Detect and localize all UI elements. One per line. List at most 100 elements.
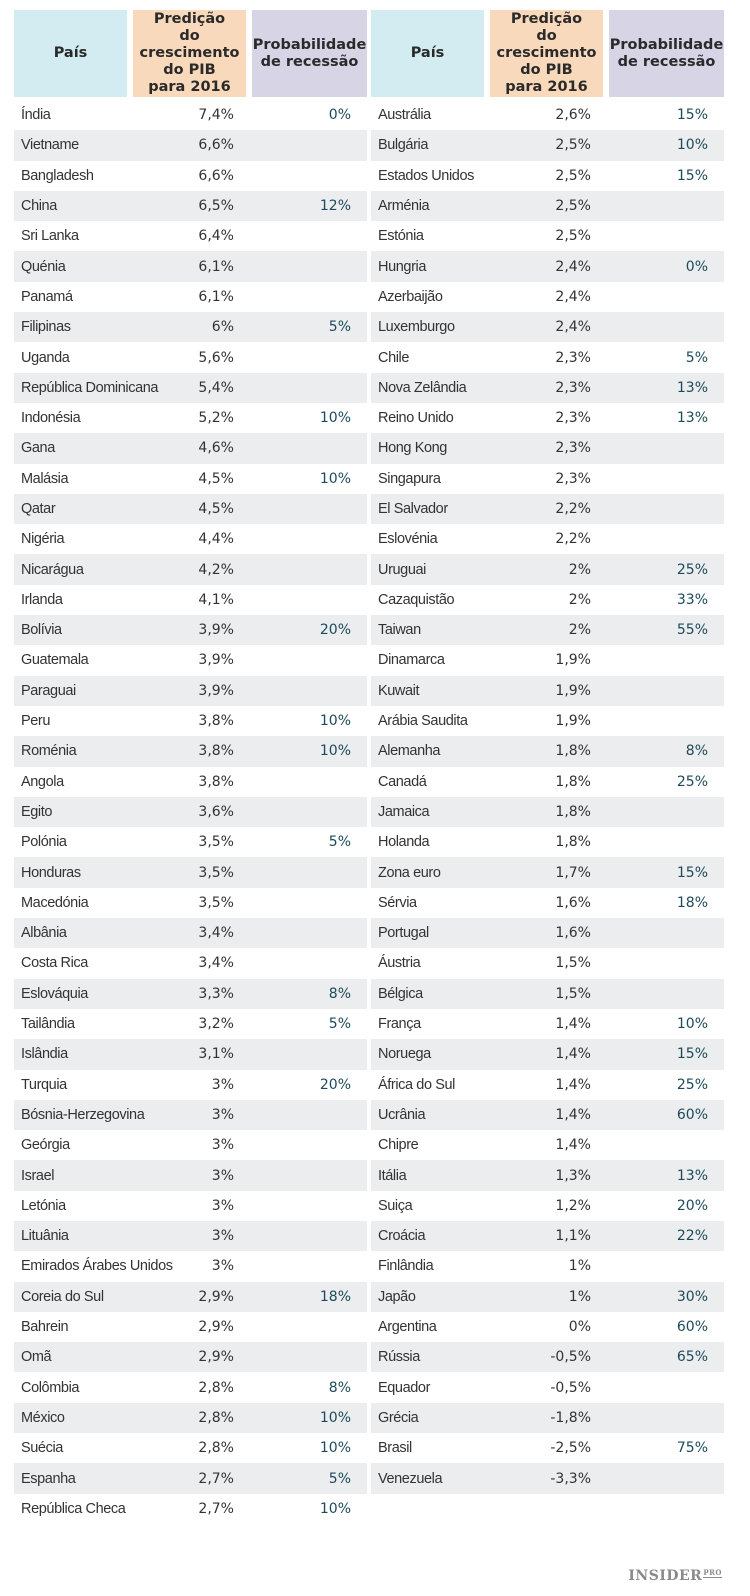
country-cell: Nova Zelândia (378, 379, 467, 396)
country-cell: Indonésia (21, 410, 81, 427)
country-cell: Quénia (21, 258, 66, 275)
country-cell: Gana (21, 440, 55, 457)
gdp-header: Predição do crescimento do PIB para 2016 (133, 10, 246, 97)
country-cell: Sri Lanka (21, 228, 79, 245)
recession-cell: 10% (319, 1440, 351, 1457)
country-cell: Bósnia-Herzegovina (21, 1106, 145, 1123)
gdp-cell: 1,4% (555, 1046, 591, 1063)
gdp-cell: 2,3% (555, 470, 591, 487)
table-row: Zona euro 1,7% 15% (371, 857, 724, 888)
table-row: Hungria 2,4% 0% (371, 251, 724, 282)
recession-cell: 10% (319, 713, 351, 730)
country-cell: Argentina (378, 1319, 437, 1336)
table-row: Austrália 2,6% 15% (371, 100, 724, 130)
recession-cell: 33% (676, 591, 708, 608)
country-cell: Eslováquia (21, 985, 88, 1002)
table-row: Suécia 2,8% 10% (14, 1433, 367, 1463)
recession-header: Probabilidade de recessão (252, 10, 367, 97)
country-cell: Japão (378, 1288, 416, 1305)
country-cell: Cazaquistão (378, 591, 455, 608)
gdp-cell: -1,8% (550, 1409, 591, 1426)
recession-cell: 13% (676, 379, 708, 396)
table-row: Azerbaijão 2,4% (371, 282, 724, 312)
recession-cell: 25% (676, 561, 708, 578)
gdp-cell: 2,3% (555, 379, 591, 396)
country-cell: Dinamarca (378, 652, 445, 669)
table-row: Albânia 3,4% (14, 918, 367, 949)
gdp-cell: 3% (211, 1106, 234, 1123)
gdp-cell: -2,5% (550, 1440, 591, 1457)
gdp-cell: 2% (568, 622, 591, 639)
country-cell: Bélgica (378, 985, 423, 1002)
table-row: Grécia -1,8% (371, 1402, 724, 1434)
gdp-cell: 3,5% (198, 834, 234, 851)
gdp-cell: 3,9% (198, 622, 234, 639)
insider-pro-logo: INSIDERPRO (628, 1568, 722, 1584)
table-row: Bélgica 1,5% (371, 978, 724, 1009)
table-row: Nicarágua 4,2% (14, 554, 367, 585)
gdp-cell: 1,9% (555, 682, 591, 699)
table-row: México 2,8% 10% (14, 1402, 367, 1434)
table-row: Bulgária 2,5% 10% (371, 130, 724, 161)
table-row: Suiça 1,2% 20% (371, 1191, 724, 1221)
recession-cell: 10% (319, 1500, 351, 1517)
table-row: Malásia 4,5% 10% (14, 464, 367, 494)
table-row: Itália 1,3% 13% (371, 1160, 724, 1191)
gdp-cell: 3,5% (198, 864, 234, 881)
table-row: Uruguai 2% 25% (371, 554, 724, 585)
country-cell: Luxemburgo (378, 319, 455, 336)
gdp-cell: 1,4% (555, 1106, 591, 1123)
country-cell: Suiça (378, 1197, 413, 1214)
table-row: Letónia 3% (14, 1191, 367, 1221)
country-cell: Sérvia (378, 894, 417, 911)
table-row: Lituânia 3% (14, 1220, 367, 1252)
recession-cell: 0% (328, 107, 351, 124)
gdp-cell: 3% (211, 1197, 234, 1214)
table-row: Argentina 0% 60% (371, 1312, 724, 1342)
table-row: Guatemala 3,9% (14, 645, 367, 675)
table-row: Roménia 3,8% 10% (14, 736, 367, 767)
gdp-cell: 2,4% (555, 288, 591, 305)
gdp-cell: 3,3% (198, 985, 234, 1002)
table-row: Israel 3% (14, 1160, 367, 1191)
recession-cell: 15% (676, 167, 708, 184)
country-cell: Vietname (21, 137, 79, 154)
gdp-cell: 1,6% (555, 894, 591, 911)
recession-cell: 65% (676, 1349, 708, 1366)
table-row: Luxemburgo 2,4% (371, 312, 724, 343)
country-cell: Áustria (378, 955, 421, 972)
table-header: País Predição do crescimento do PIB para… (14, 10, 367, 97)
gdp-cell: 2,2% (555, 501, 591, 517)
gdp-cell: 2,6% (555, 107, 591, 124)
table-row: Kuwait 1,9% (371, 675, 724, 706)
country-cell: Panamá (21, 288, 73, 305)
table-row: Áustria 1,5% (371, 948, 724, 978)
country-cell: Estados Unidos (378, 167, 474, 184)
country-cell: Polónia (21, 834, 67, 851)
table-row: Dinamarca 1,9% (371, 645, 724, 675)
country-cell: República Dominicana (21, 379, 159, 396)
left-table: País Predição do crescimento do PIB para… (14, 10, 367, 1524)
table-row: Emirados Árabes Unidos 3% (14, 1251, 367, 1281)
table-row: Chile 2,3% 5% (371, 342, 724, 372)
gdp-cell: 3,8% (198, 743, 234, 760)
gdp-cell: 1% (568, 1288, 591, 1305)
recession-cell: 8% (328, 985, 351, 1002)
table-row: República Checa 2,7% 10% (14, 1494, 367, 1524)
country-cell: Nigéria (21, 531, 65, 548)
gdp-cell: 3% (211, 1228, 234, 1245)
recession-cell: 0% (685, 258, 708, 275)
table-row: Canadá 1,8% 25% (371, 767, 724, 797)
country-header: País (371, 10, 484, 97)
table-row: El Salvador 2,2% (371, 493, 724, 525)
country-cell: Reino Unido (378, 410, 454, 427)
recession-cell: 10% (676, 137, 708, 154)
gdp-cell: 3% (211, 1167, 234, 1184)
table-row: Eslovénia 2,2% (371, 524, 724, 554)
table-row: Peru 3,8% 10% (14, 706, 367, 736)
table-row: Singapura 2,3% (371, 464, 724, 494)
country-cell: Arménia (378, 198, 430, 215)
table-header: País Predição do crescimento do PIB para… (371, 10, 724, 97)
gdp-cell: 1,1% (555, 1228, 591, 1245)
recession-cell: 13% (676, 1167, 708, 1184)
